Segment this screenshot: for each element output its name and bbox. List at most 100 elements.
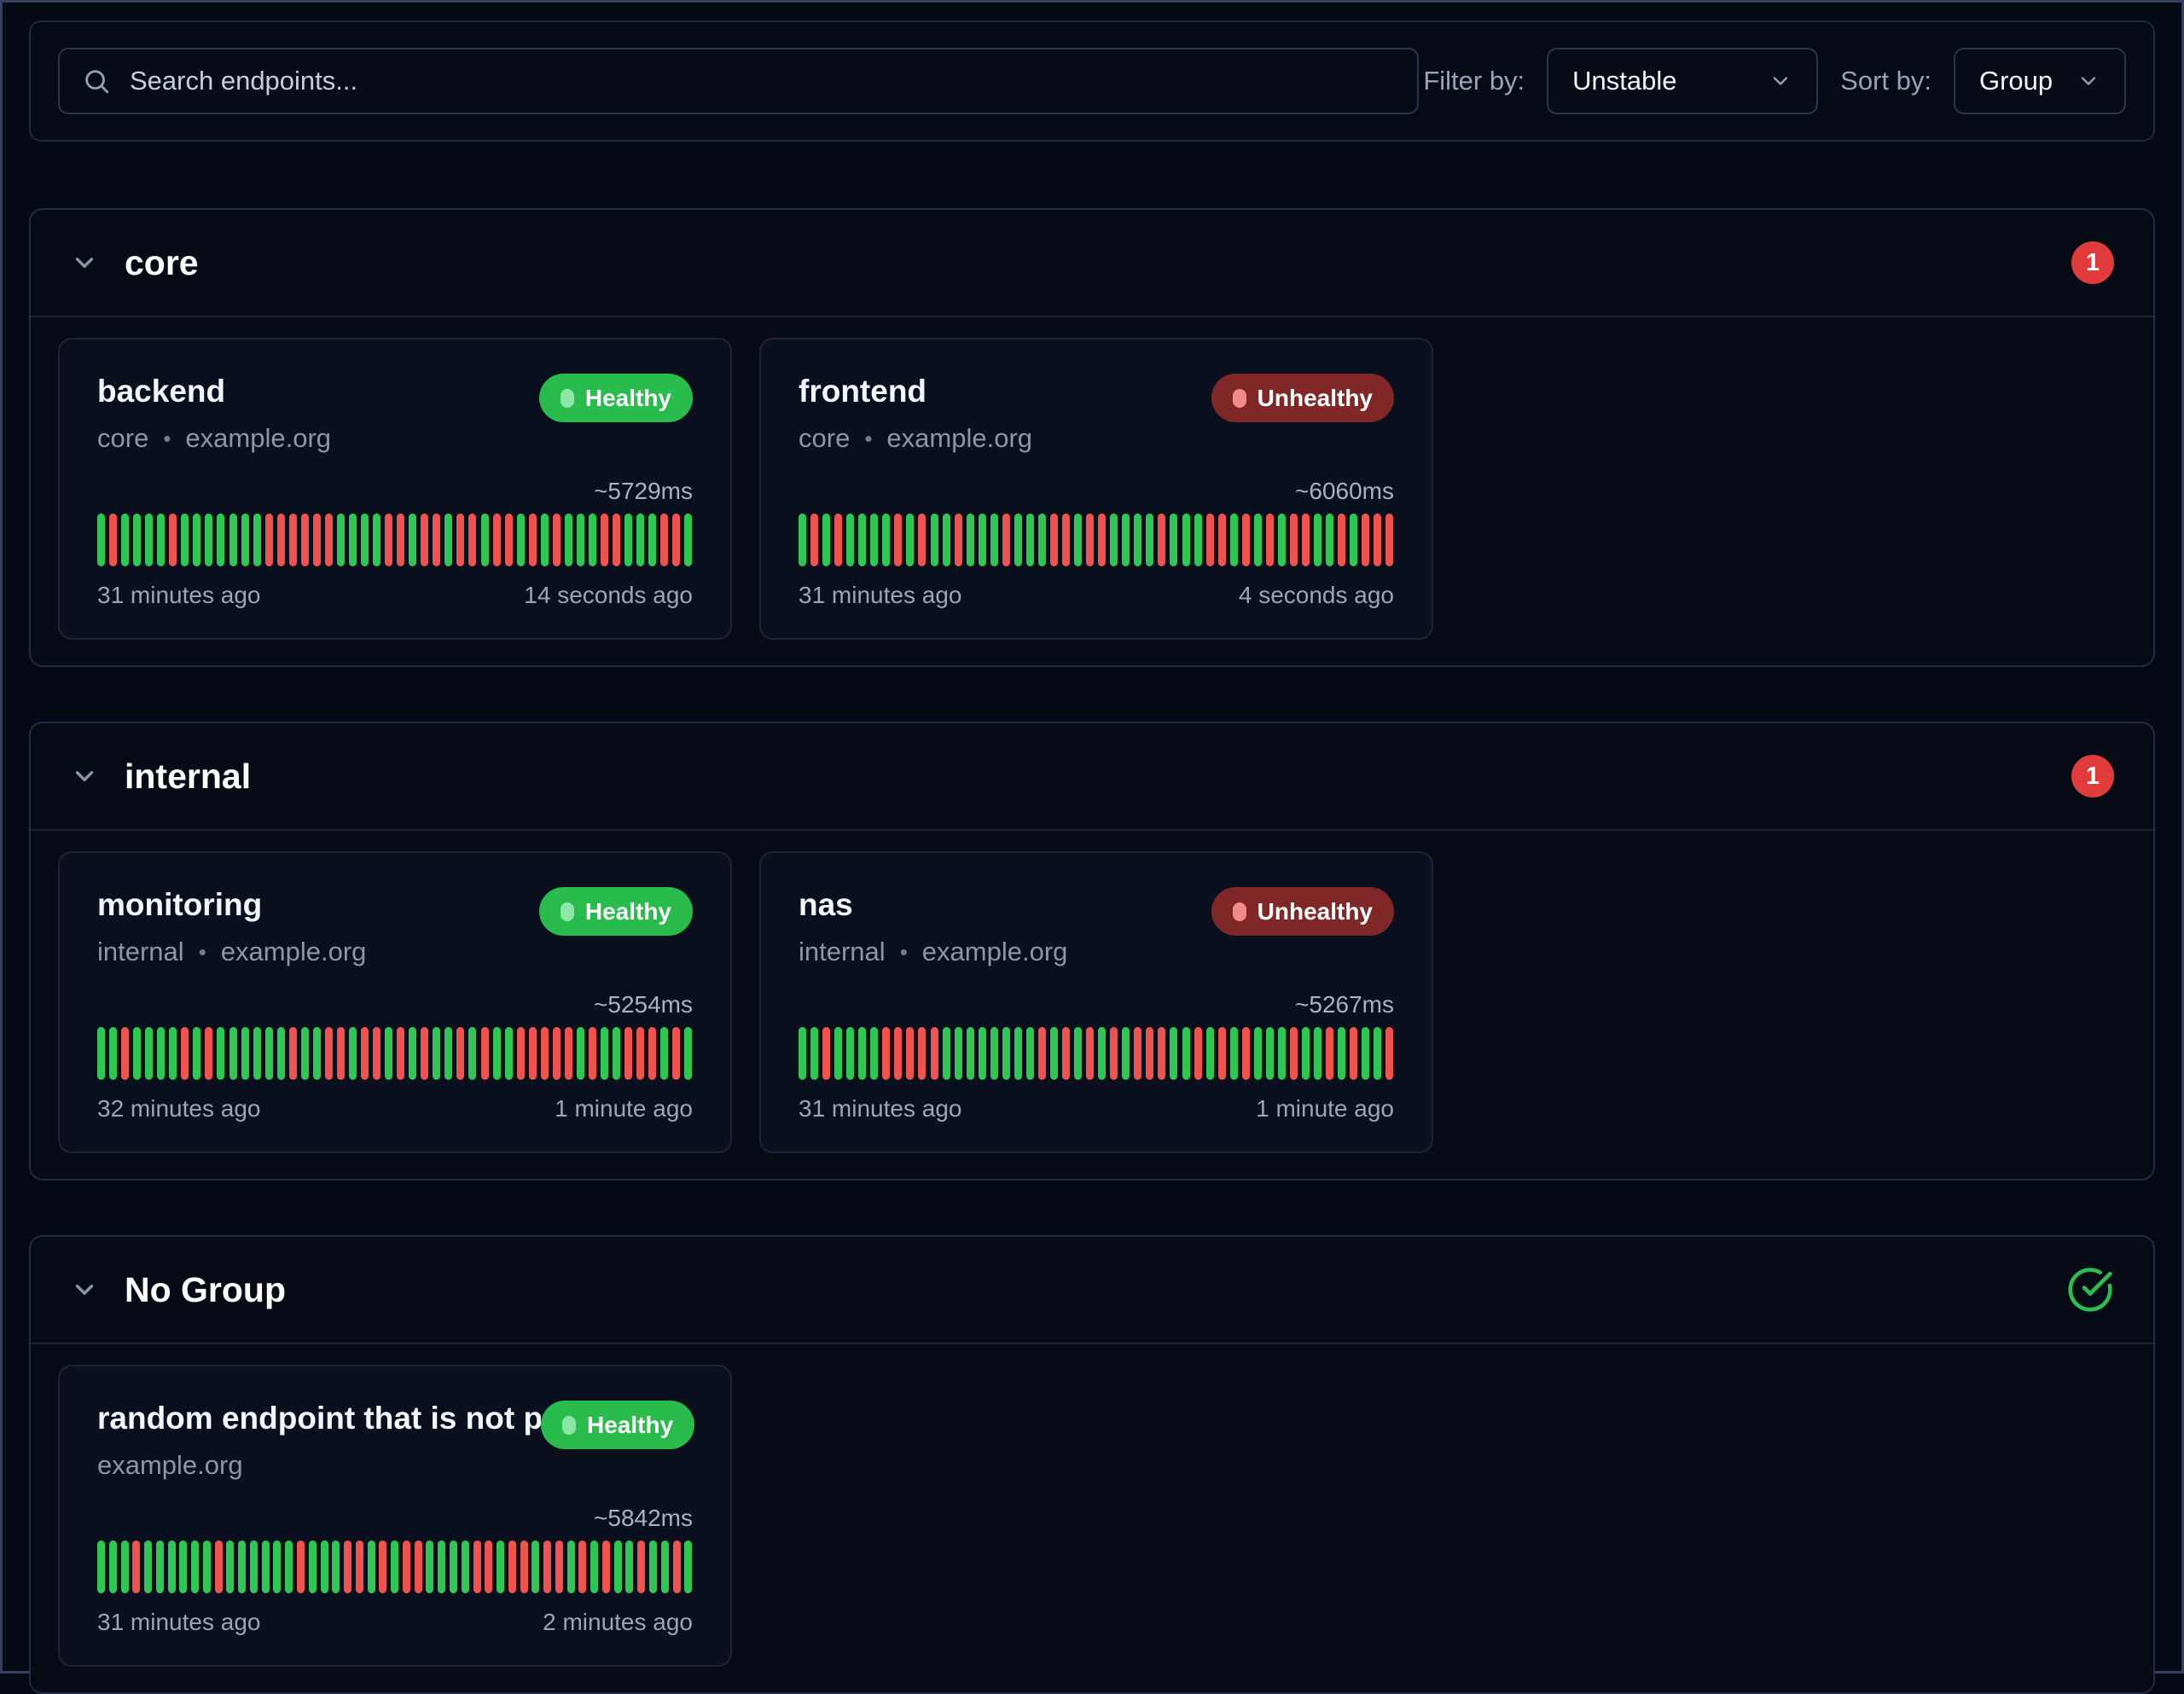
uptime-bar[interactable] xyxy=(540,513,549,566)
uptime-bar[interactable] xyxy=(1110,513,1118,566)
uptime-bar[interactable] xyxy=(1049,1027,1058,1080)
uptime-bar[interactable] xyxy=(625,1540,634,1593)
uptime-bar[interactable] xyxy=(385,513,393,566)
uptime-bar[interactable] xyxy=(468,1027,477,1080)
uptime-bar[interactable] xyxy=(253,1027,261,1080)
uptime-bar[interactable] xyxy=(870,513,879,566)
uptime-bar[interactable] xyxy=(1374,513,1382,566)
uptime-bar[interactable] xyxy=(942,513,950,566)
uptime-bar[interactable] xyxy=(1289,513,1298,566)
uptime-bar[interactable] xyxy=(672,513,681,566)
uptime-bar[interactable] xyxy=(636,513,645,566)
uptime-bar[interactable] xyxy=(1134,1027,1142,1080)
uptime-bar[interactable] xyxy=(810,1027,819,1080)
endpoint-card[interactable]: random endpoint that is not part... • ex… xyxy=(58,1365,732,1667)
uptime-bar[interactable] xyxy=(324,1027,333,1080)
uptime-bar[interactable] xyxy=(402,1540,410,1593)
uptime-bar[interactable] xyxy=(978,1027,986,1080)
uptime-bar[interactable] xyxy=(385,1027,393,1080)
uptime-bar[interactable] xyxy=(528,1027,537,1080)
uptime-bar[interactable] xyxy=(637,1540,646,1593)
uptime-bar[interactable] xyxy=(497,1540,505,1593)
uptime-bar[interactable] xyxy=(205,1027,213,1080)
uptime-bar[interactable] xyxy=(516,1027,525,1080)
uptime-bar[interactable] xyxy=(1229,513,1238,566)
uptime-bar[interactable] xyxy=(461,1540,469,1593)
uptime-bar[interactable] xyxy=(1110,1027,1118,1080)
uptime-bar[interactable] xyxy=(918,513,926,566)
uptime-bar[interactable] xyxy=(320,1540,328,1593)
uptime-bar[interactable] xyxy=(229,513,237,566)
uptime-bar[interactable] xyxy=(249,1540,258,1593)
uptime-bar[interactable] xyxy=(1074,513,1083,566)
uptime-bar[interactable] xyxy=(169,1027,177,1080)
uptime-bar[interactable] xyxy=(1362,513,1370,566)
uptime-bar[interactable] xyxy=(205,513,213,566)
uptime-bar[interactable] xyxy=(1253,513,1262,566)
uptime-bar[interactable] xyxy=(990,513,998,566)
uptime-bar[interactable] xyxy=(355,1540,363,1593)
uptime-bar[interactable] xyxy=(684,1027,693,1080)
uptime-bar[interactable] xyxy=(1277,1027,1286,1080)
uptime-bar[interactable] xyxy=(109,1027,118,1080)
uptime-bar[interactable] xyxy=(1314,1027,1322,1080)
uptime-bar[interactable] xyxy=(1338,513,1346,566)
uptime-bar[interactable] xyxy=(109,513,118,566)
uptime-bar[interactable] xyxy=(624,1027,633,1080)
uptime-bar[interactable] xyxy=(1265,513,1274,566)
uptime-bar[interactable] xyxy=(480,1027,489,1080)
uptime-bar[interactable] xyxy=(978,513,986,566)
uptime-bar[interactable] xyxy=(882,513,891,566)
uptime-bar[interactable] xyxy=(600,1027,608,1080)
uptime-bar[interactable] xyxy=(1049,513,1058,566)
uptime-bar[interactable] xyxy=(528,513,537,566)
uptime-bar[interactable] xyxy=(1182,513,1190,566)
uptime-bar[interactable] xyxy=(288,513,297,566)
uptime-bar[interactable] xyxy=(1037,1027,1046,1080)
uptime-bar[interactable] xyxy=(181,513,189,566)
uptime-bar[interactable] xyxy=(157,1027,166,1080)
uptime-bar[interactable] xyxy=(543,1540,552,1593)
uptime-bar[interactable] xyxy=(367,1540,375,1593)
uptime-bar[interactable] xyxy=(1002,513,1010,566)
uptime-bar[interactable] xyxy=(391,1540,399,1593)
uptime-bar[interactable] xyxy=(1146,513,1154,566)
uptime-bar[interactable] xyxy=(613,1540,622,1593)
uptime-bar[interactable] xyxy=(229,1027,237,1080)
endpoint-card[interactable]: backend core • example.org Healthy ~5729… xyxy=(58,338,732,640)
uptime-bar[interactable] xyxy=(361,513,369,566)
uptime-bar[interactable] xyxy=(324,513,333,566)
uptime-bar[interactable] xyxy=(822,1027,831,1080)
uptime-bar[interactable] xyxy=(273,1540,282,1593)
uptime-bar[interactable] xyxy=(660,1540,669,1593)
uptime-bar[interactable] xyxy=(409,1027,417,1080)
uptime-bar[interactable] xyxy=(167,1540,176,1593)
uptime-bar[interactable] xyxy=(564,1027,572,1080)
uptime-bar[interactable] xyxy=(1122,1027,1130,1080)
uptime-bar[interactable] xyxy=(193,1027,201,1080)
uptime-bar[interactable] xyxy=(1062,513,1071,566)
uptime-bar[interactable] xyxy=(508,1540,516,1593)
uptime-bar[interactable] xyxy=(1074,1027,1083,1080)
uptime-bar[interactable] xyxy=(133,1027,142,1080)
uptime-bar[interactable] xyxy=(990,1027,998,1080)
uptime-bar[interactable] xyxy=(906,1027,915,1080)
uptime-bar[interactable] xyxy=(456,1027,465,1080)
uptime-bar[interactable] xyxy=(1217,1027,1226,1080)
uptime-bar[interactable] xyxy=(492,513,501,566)
uptime-bar[interactable] xyxy=(300,513,309,566)
uptime-bar[interactable] xyxy=(1217,513,1226,566)
uptime-bar[interactable] xyxy=(1182,1027,1190,1080)
filter-select[interactable]: Unstable xyxy=(1547,48,1819,114)
uptime-bar[interactable] xyxy=(672,1027,681,1080)
uptime-bar[interactable] xyxy=(918,1027,926,1080)
uptime-bar[interactable] xyxy=(684,1540,693,1593)
uptime-bar[interactable] xyxy=(930,513,938,566)
uptime-bar[interactable] xyxy=(414,1540,422,1593)
group-header[interactable]: No Group xyxy=(31,1237,2153,1343)
uptime-bar[interactable] xyxy=(966,1027,974,1080)
uptime-bar[interactable] xyxy=(516,513,525,566)
uptime-bar[interactable] xyxy=(564,513,572,566)
uptime-bar[interactable] xyxy=(1025,1027,1034,1080)
uptime-bar[interactable] xyxy=(1037,513,1046,566)
